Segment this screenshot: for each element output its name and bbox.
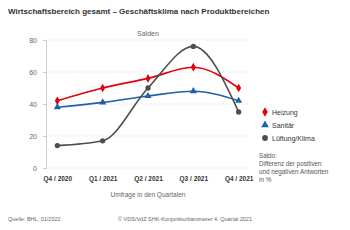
legend-label: Lüftung/Klima bbox=[272, 135, 315, 143]
series-marker bbox=[236, 109, 241, 114]
x-tick: Q1 / 2021 bbox=[89, 175, 118, 183]
grid bbox=[46, 40, 250, 168]
annotation: Differenz der positiven bbox=[259, 160, 322, 168]
y-tick: 60 bbox=[29, 69, 46, 76]
y-label: Salden bbox=[137, 30, 159, 37]
source: Quelle: BHL, 01/2022 bbox=[8, 216, 61, 222]
x-tick: Q3 / 2021 bbox=[180, 175, 209, 183]
y-tick-mark bbox=[43, 168, 46, 169]
series-line bbox=[57, 91, 238, 107]
y-tick: 0 bbox=[33, 165, 46, 172]
series-marker bbox=[191, 63, 196, 72]
grid-line bbox=[46, 40, 250, 41]
series-marker bbox=[54, 103, 61, 109]
legend-marker bbox=[262, 107, 267, 116]
grid-line bbox=[46, 168, 250, 169]
x-tick: Q4 / 2021 bbox=[225, 175, 254, 183]
series-marker bbox=[145, 74, 150, 83]
legend-label: Sanitär bbox=[272, 122, 295, 129]
y-tick-label: 0 bbox=[33, 165, 37, 172]
plot-area bbox=[54, 44, 242, 148]
legend-marker bbox=[261, 121, 269, 128]
series-marker bbox=[99, 98, 106, 104]
annotation: Saldo: bbox=[259, 152, 277, 159]
annotation: in % bbox=[259, 176, 272, 183]
annotation: und negativen Antworten bbox=[259, 168, 329, 176]
legend: Heizung Sanitär Lüftung/Klima bbox=[261, 107, 315, 142]
y-tick: 20 bbox=[29, 133, 46, 140]
x-tick-label: Q4 / 2021 bbox=[225, 175, 254, 183]
y-axis: 0 20 40 60 80 bbox=[29, 37, 46, 172]
x-tick-label: Q3 / 2021 bbox=[180, 175, 209, 183]
y-tick-mark bbox=[43, 104, 46, 105]
x-label: Umfrage in den Quartalen bbox=[111, 191, 186, 199]
grid-line bbox=[46, 136, 250, 137]
x-tick: Q4 / 2020 bbox=[44, 175, 73, 183]
y-tick-label: 60 bbox=[29, 69, 37, 76]
grid-line bbox=[46, 104, 250, 105]
series-marker bbox=[100, 84, 105, 93]
y-tick-label: 80 bbox=[29, 37, 37, 44]
series-line bbox=[57, 67, 238, 101]
series-line bbox=[57, 46, 238, 145]
x-axis: Q4 / 2020 Q1 / 2021 Q2 / 2021 Q3 / 2021 Q4 /… bbox=[44, 175, 254, 183]
legend-label: Heizung bbox=[272, 109, 298, 117]
y-tick: 80 bbox=[29, 37, 46, 44]
series-marker bbox=[55, 143, 60, 148]
series-marker bbox=[191, 44, 196, 49]
title: Wirtschaftsbereich gesamt – Geschäftskli… bbox=[8, 7, 269, 16]
chart: Wirtschaftsbereich gesamt – Geschäftskli… bbox=[0, 0, 350, 230]
x-tick-label: Q4 / 2020 bbox=[44, 175, 73, 183]
series-marker bbox=[236, 84, 241, 93]
series-marker bbox=[145, 85, 150, 90]
y-tick-mark bbox=[43, 40, 46, 41]
y-tick-mark bbox=[43, 72, 46, 73]
copyright: © VDS/VdZ SHK-Konjunkturbarometer 4. Qua… bbox=[118, 216, 252, 222]
y-tick-label: 20 bbox=[29, 133, 37, 140]
y-axis-line bbox=[43, 41, 47, 169]
y-tick-mark bbox=[43, 136, 46, 137]
series-marker bbox=[190, 87, 197, 93]
series-marker bbox=[100, 138, 105, 143]
series-marker bbox=[144, 92, 151, 98]
y-tick-label: 40 bbox=[29, 101, 37, 108]
legend-marker bbox=[262, 135, 268, 141]
series-marker bbox=[235, 97, 242, 103]
x-tick-label: Q1 / 2021 bbox=[89, 175, 118, 183]
y-tick: 40 bbox=[29, 101, 46, 108]
x-tick-label: Q2 / 2021 bbox=[134, 175, 163, 183]
x-tick: Q2 / 2021 bbox=[134, 175, 163, 183]
